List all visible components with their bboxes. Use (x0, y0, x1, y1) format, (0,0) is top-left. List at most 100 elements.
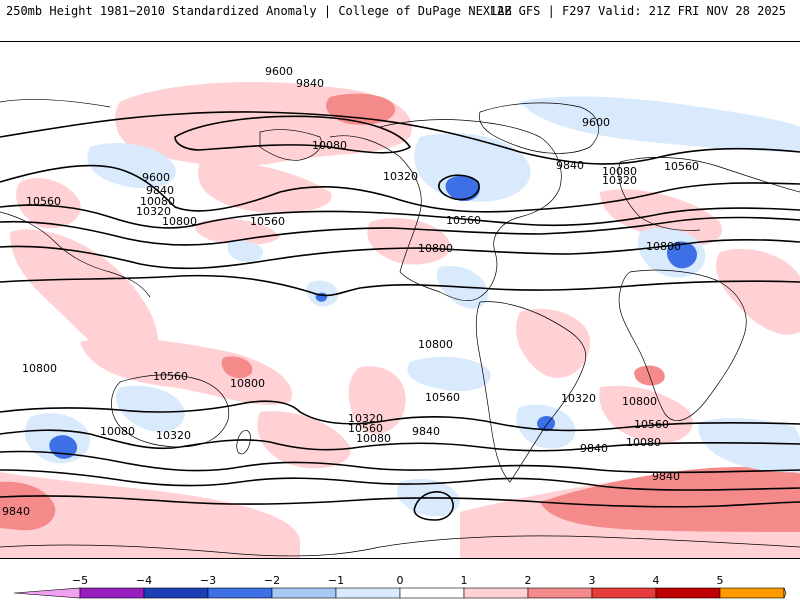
contour-line (0, 429, 800, 452)
contour-label: 10080 (100, 425, 135, 438)
contour-label: 10800 (230, 377, 265, 390)
contour-label: 10080 (356, 432, 391, 445)
anomaly-patch (10, 229, 159, 364)
australia-coast (111, 374, 230, 448)
contour-label: 9600 (582, 116, 610, 129)
colorbar-segment (143, 587, 209, 599)
anomaly-patch (257, 411, 351, 469)
colorbar-segment (207, 587, 273, 599)
contour-label: 10560 (664, 160, 699, 173)
anomaly-patch (445, 175, 480, 202)
contour-line (0, 216, 800, 246)
anomaly-patch (0, 481, 56, 531)
anomaly-patch (540, 467, 800, 532)
anomaly-patch (666, 241, 697, 269)
contour-label: 10320 (383, 170, 418, 183)
contour-label: 10560 (634, 418, 669, 431)
contour-label: 10800 (22, 362, 57, 375)
colorbar-segment (13, 587, 81, 599)
anomaly-patch (116, 385, 185, 432)
contour-line (0, 495, 800, 508)
anomaly-patch (0, 472, 300, 558)
chart-title: 250mb Height 1981−2010 Standardized Anom… (6, 4, 512, 18)
positive-anomaly-areas (0, 82, 800, 558)
coastlines (0, 99, 800, 557)
contour-label: 10800 (418, 338, 453, 351)
contour-label: 9840 (652, 470, 680, 483)
colorbar-segment (271, 587, 337, 599)
contour-line (0, 450, 800, 474)
model-run-info: 12Z GFS | F297 Valid: 21Z FRI NOV 28 202… (489, 4, 786, 18)
contour-line (0, 400, 800, 432)
contour-label: 9600 (142, 171, 170, 184)
colorbar-segments (13, 587, 787, 599)
north-america-coast (329, 119, 562, 301)
anomaly-patch (198, 161, 332, 214)
contour-line (0, 238, 800, 270)
contour-line (0, 111, 800, 165)
colorbar-segment (527, 587, 593, 599)
contour-line (0, 204, 800, 229)
colorbar-tick-label: 0 (397, 574, 404, 587)
anomaly-patch (87, 143, 176, 189)
anomaly-patch (698, 418, 800, 473)
contour-line (0, 469, 800, 491)
antarctica-coast (0, 535, 800, 557)
contour-label: 10320 (561, 392, 596, 405)
anomaly-patch (348, 366, 406, 435)
contour-label: 10320 (156, 429, 191, 442)
anomaly-patch (600, 189, 722, 246)
contour-label: 10800 (646, 240, 681, 253)
greenland-coast (479, 102, 600, 154)
contour-label: 10320 (136, 205, 171, 218)
colorbar-segment (591, 587, 657, 599)
colorbar-segment (399, 587, 465, 599)
colorbar-tick-label: −3 (200, 574, 216, 587)
alaska-coast (259, 129, 322, 161)
contour-line (0, 164, 800, 213)
contour-label: 10560 (26, 195, 61, 208)
contour-label: 10080 (626, 436, 661, 449)
contour-label: 10800 (622, 395, 657, 408)
contour-line (413, 491, 454, 521)
anomaly-patch (414, 133, 531, 202)
contour-line (438, 174, 480, 201)
colorbar-segment (655, 587, 721, 599)
colorbar-tick-label: 2 (525, 574, 532, 587)
anomaly-patch (520, 96, 800, 152)
colorbar-tick-label: −2 (264, 574, 280, 587)
colorbar-segment (783, 587, 787, 599)
colorbar-tick-label: 1 (461, 574, 468, 587)
anomaly-patch (80, 337, 292, 405)
colorbar-segment (719, 587, 785, 599)
contour-label: 9840 (2, 505, 30, 518)
anomaly-patch (516, 308, 590, 378)
contour-label: 10080 (312, 139, 347, 152)
colorbar-tick-label: 3 (589, 574, 596, 587)
colorbar-tick-label: −5 (72, 574, 88, 587)
anomaly-patch (16, 178, 81, 229)
anomaly-patch (407, 356, 491, 392)
contour-label: 10560 (446, 214, 481, 227)
contour-label: 9840 (146, 184, 174, 197)
colorbar-tick-label: −1 (328, 574, 344, 587)
colorbar-segment (79, 587, 145, 599)
contour-label: 9840 (412, 425, 440, 438)
contour-label: 10560 (348, 422, 383, 435)
contour-label: 9840 (296, 77, 324, 90)
contour-label: 10320 (348, 412, 383, 425)
contour-label: 9600 (265, 65, 293, 78)
contour-label: 10800 (162, 215, 197, 228)
new-zealand-coast (236, 429, 251, 455)
height-contours (0, 111, 800, 521)
contour-label: 10560 (425, 391, 460, 404)
colorbar: −5 −4 −3 −2 −1 0 1 2 3 4 5 (0, 572, 800, 600)
anomaly-patch (599, 385, 693, 443)
contour-label: 9840 (556, 159, 584, 172)
contour-label: 9840 (580, 442, 608, 455)
contour-line (0, 274, 800, 297)
contour-line (174, 115, 412, 154)
contour-label: 10080 (602, 165, 637, 178)
anomaly-patch (195, 218, 280, 245)
anomaly-patch (227, 240, 264, 262)
